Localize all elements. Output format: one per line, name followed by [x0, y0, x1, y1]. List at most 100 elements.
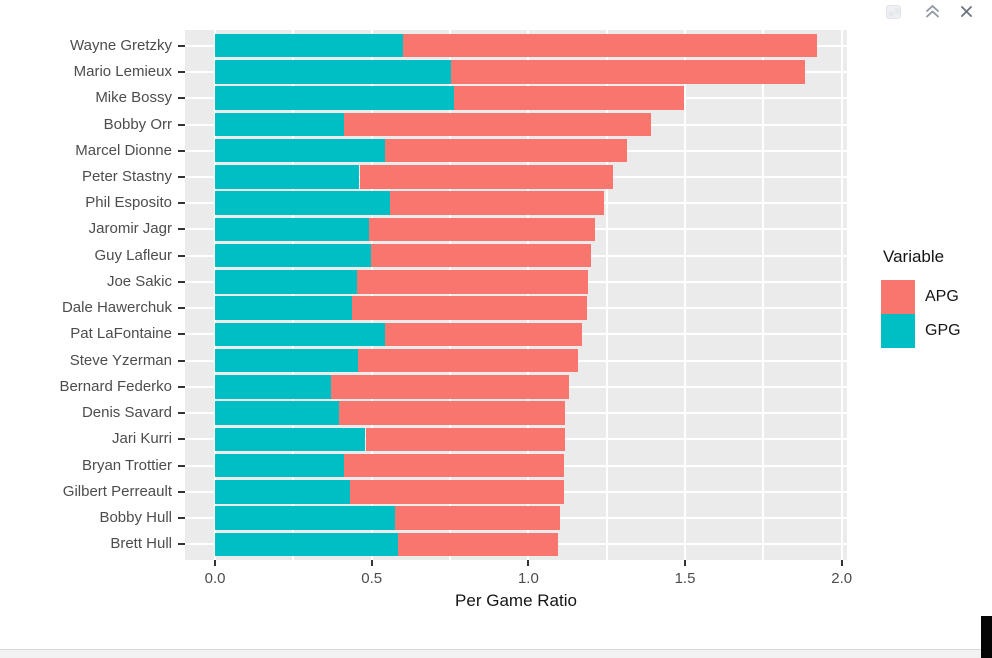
bar-segment-gpg [215, 60, 452, 84]
bar-segment-apg [451, 60, 805, 84]
gridline-vertical [527, 30, 530, 560]
y-tick-label: Jari Kurri [111, 430, 172, 448]
close-x-icon [961, 6, 972, 17]
close-icon[interactable] [958, 3, 975, 25]
y-tick-label: Bobby Orr [103, 115, 172, 133]
y-tick-label: Marcel Dionne [75, 141, 172, 159]
y-tick-mark [178, 359, 185, 362]
y-tick-label: Joe Sakic [106, 272, 172, 290]
bar-segment-apg [349, 480, 564, 504]
y-tick-mark [178, 71, 185, 73]
export-plot-icon-glyph [886, 5, 901, 19]
y-tick-mark [178, 438, 185, 441]
y-tick-label: Phil Esposito [85, 194, 172, 212]
bar-segment-gpg [215, 506, 395, 530]
bar-segment-apg [390, 191, 604, 215]
bar-segment-apg [403, 33, 817, 58]
export-plot-icon[interactable] [883, 3, 903, 26]
bar-segment-gpg [215, 322, 385, 347]
y-tick-mark [178, 517, 185, 519]
bar-segment-apg [384, 138, 627, 163]
bar-segment-apg [453, 86, 685, 110]
bar-segment-gpg [215, 86, 454, 110]
y-tick-label: Steve Yzerman [69, 351, 172, 369]
x-tick-label: 1.5 [674, 570, 696, 587]
bar-segment-apg [343, 453, 565, 478]
y-tick-label: Brett Hull [110, 535, 172, 553]
y-tick-mark [178, 202, 185, 205]
y-tick-label: Guy Lafleur [94, 246, 172, 264]
bar-segment-apg [338, 401, 566, 425]
bar-segment-gpg [215, 375, 331, 399]
bar-segment-apg [330, 375, 570, 399]
bar-segment-apg [357, 270, 589, 294]
x-tick-mark [214, 560, 217, 566]
y-tick-mark [178, 254, 185, 257]
y-tick-label: Wayne Gretzky [70, 36, 172, 54]
y-tick-mark [178, 464, 185, 467]
bar-segment-gpg [215, 33, 404, 58]
bar-segment-apg [358, 348, 579, 373]
x-tick-mark [840, 560, 843, 566]
x-tick-mark [684, 560, 686, 566]
y-tick-label: Gilbert Perreault [62, 482, 172, 500]
y-tick-mark [178, 333, 185, 336]
y-tick-mark [178, 44, 185, 47]
bar-segment-apg [398, 532, 559, 557]
taskbar-fragment [981, 616, 992, 658]
x-tick-mark [370, 560, 373, 566]
y-tick-mark [178, 543, 185, 546]
bar-segment-gpg [215, 270, 358, 294]
bar-segment-gpg [215, 191, 391, 215]
bar-segment-apg [359, 165, 613, 189]
gridline-vertical [370, 30, 373, 560]
x-tick-label: 0.5 [361, 570, 383, 587]
y-tick-label: Pat LaFontaine [70, 325, 172, 343]
gridline-vertical [214, 30, 217, 560]
y-tick-label: Jaromir Jagr [88, 220, 172, 238]
legend: Variable APG GPG [881, 247, 961, 348]
gridline-vertical [684, 30, 686, 560]
y-tick-label: Dale Hawerchuk [61, 299, 172, 317]
y-tick-mark [178, 175, 185, 178]
bar-segment-apg [351, 296, 587, 320]
gridline-vertical [449, 30, 452, 560]
y-tick-label: Peter Stastny [81, 167, 172, 185]
bar-segment-gpg [215, 296, 352, 320]
legend-label-apg: APG [925, 288, 959, 305]
bar-segment-apg [368, 217, 596, 242]
x-tick-mark [527, 560, 530, 566]
legend-item-apg: APG [881, 280, 961, 314]
y-tick-label: Mike Bossy [95, 89, 172, 107]
bar-segment-gpg [215, 532, 399, 557]
y-tick-mark [178, 123, 185, 126]
x-tick-label: 1.0 [517, 570, 539, 587]
bar-segment-apg [365, 427, 566, 452]
bar-segment-gpg [215, 401, 339, 425]
collapse-pane-icon[interactable] [924, 4, 941, 24]
x-tick-label: 2.0 [831, 570, 853, 587]
y-tick-label: Denis Savard [81, 404, 172, 422]
y-tick-label: Bryan Trottier [81, 456, 172, 474]
gridline-vertical [840, 30, 843, 560]
x-tick-label: 0.0 [204, 570, 226, 587]
legend-item-gpg: GPG [881, 314, 961, 348]
legend-swatch-gpg [881, 314, 915, 348]
y-tick-label: Bobby Hull [99, 509, 172, 526]
bar-segment-gpg [215, 480, 350, 504]
bottom-pane-edge [0, 649, 992, 658]
bar-segment-apg [370, 243, 592, 268]
y-tick-mark [178, 228, 185, 231]
bar-segment-apg [384, 322, 582, 347]
y-tick-mark [178, 97, 185, 100]
y-tick-mark [178, 149, 185, 152]
y-tick-label: Mario Lemieux [73, 63, 172, 80]
y-tick-mark [178, 412, 185, 415]
bar-segment-gpg [215, 165, 360, 189]
y-tick-mark [178, 307, 185, 310]
bar-segment-apg [343, 112, 652, 137]
bar-segment-gpg [215, 453, 344, 478]
double-chevron-up-icon [926, 5, 939, 18]
y-tick-mark [178, 385, 185, 388]
